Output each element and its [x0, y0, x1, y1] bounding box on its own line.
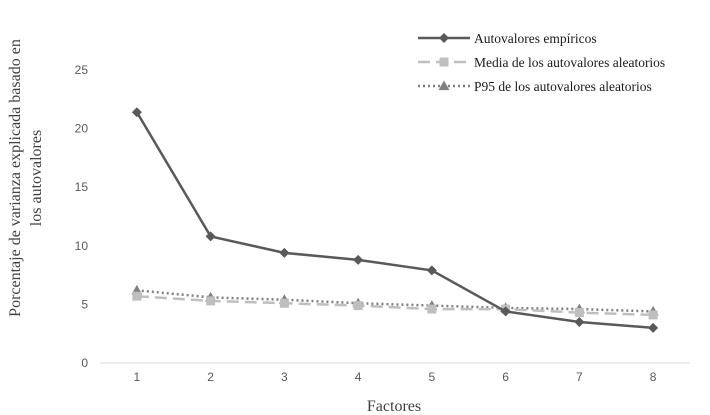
series-line	[136, 294, 654, 317]
y-axis-title-line-1: Porcentaje de varianza explicada basado …	[7, 39, 24, 317]
data-point	[648, 322, 659, 333]
y-tick-label: 10	[75, 239, 89, 253]
x-tick-label: 8	[650, 370, 657, 384]
y-tick-label: 0	[81, 356, 88, 370]
x-axis-ticks: 1 2 3 4 5 6 7 8	[134, 370, 657, 384]
legend-label: P95 de los autovalores aleatorios	[474, 79, 652, 94]
legend-entry-2: Media de los autovalores aleatorios	[418, 55, 665, 70]
legend-entry-1: Autovalores empíricos	[418, 31, 597, 46]
data-point	[131, 107, 142, 118]
data-point	[426, 265, 437, 276]
data-point	[205, 231, 216, 242]
x-tick-label: 2	[207, 370, 214, 384]
legend-marker	[439, 33, 449, 43]
x-tick-label: 5	[429, 370, 436, 384]
data-point	[353, 254, 364, 265]
data-point	[206, 296, 216, 306]
data-point	[132, 291, 142, 301]
y-tick-label: 5	[81, 297, 88, 311]
x-tick-label: 4	[355, 370, 362, 384]
x-tick-label: 1	[134, 370, 141, 384]
data-point	[279, 298, 289, 308]
y-axis-title: Porcentaje de varianza explicada basado …	[7, 39, 45, 317]
series-line	[135, 111, 654, 330]
series-group	[131, 107, 659, 333]
data-point	[648, 310, 658, 320]
legend: Autovalores empíricos Media de los autova…	[418, 31, 665, 94]
x-axis-title: Factores	[367, 398, 421, 415]
x-tick-label: 3	[281, 370, 288, 384]
data-point	[574, 308, 584, 318]
y-axis-ticks: 0 5 10 15 20 25	[75, 63, 89, 370]
data-point	[427, 304, 437, 314]
legend-marker	[438, 80, 450, 91]
series-1	[131, 107, 659, 333]
legend-label: Media de los autovalores aleatorios	[474, 55, 665, 70]
data-point	[279, 247, 290, 258]
legend-marker	[439, 57, 449, 67]
y-tick-label: 25	[75, 63, 89, 77]
series-line	[136, 289, 654, 313]
legend-label: Autovalores empíricos	[474, 31, 597, 46]
data-point	[353, 301, 363, 311]
y-tick-label: 15	[75, 180, 89, 194]
x-tick-label: 6	[502, 370, 509, 384]
y-axis-title-line-2: los autovalores	[28, 130, 45, 226]
x-tick-label: 7	[576, 370, 583, 384]
data-point	[500, 306, 511, 317]
y-tick-label: 20	[75, 122, 89, 136]
legend-entry-3: P95 de los autovalores aleatorios	[418, 79, 652, 94]
data-point	[574, 316, 585, 327]
